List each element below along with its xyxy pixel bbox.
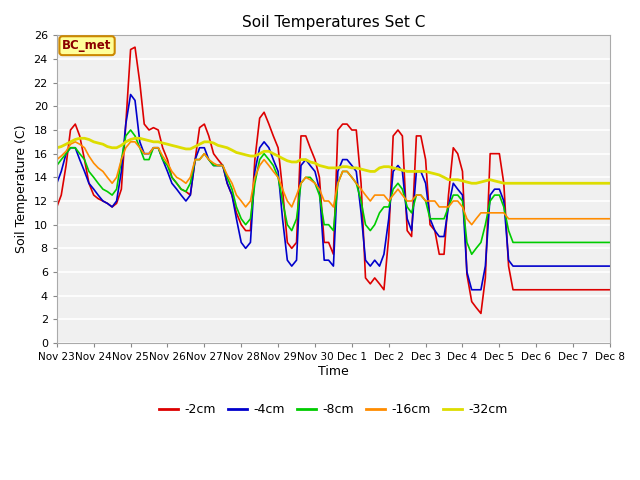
X-axis label: Time: Time: [318, 365, 349, 378]
Title: Soil Temperatures Set C: Soil Temperatures Set C: [242, 15, 425, 30]
Legend: -2cm, -4cm, -8cm, -16cm, -32cm: -2cm, -4cm, -8cm, -16cm, -32cm: [154, 398, 513, 421]
Text: BC_met: BC_met: [62, 39, 112, 52]
Y-axis label: Soil Temperature (C): Soil Temperature (C): [15, 125, 28, 253]
